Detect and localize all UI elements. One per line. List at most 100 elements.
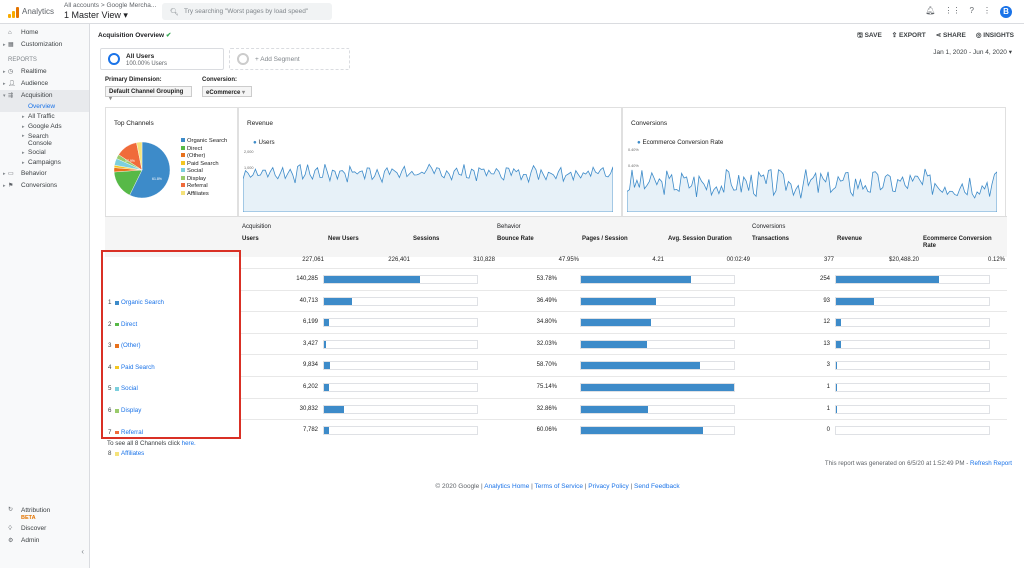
channel-link[interactable]: Affiliates	[121, 450, 145, 458]
table-row: 9,834 58.70% 3	[240, 354, 1007, 376]
bounce-rate-bar	[580, 296, 735, 306]
legend-item: Display	[181, 175, 227, 184]
total-cell: 4.21	[652, 257, 664, 263]
conversion-rate-line-chart[interactable]	[627, 152, 997, 212]
column-header[interactable]: Transactions	[752, 236, 790, 242]
account-avatar[interactable]: B	[1000, 6, 1012, 18]
row-index: 7	[108, 428, 112, 436]
channel-color-swatch	[115, 387, 119, 391]
add-segment-button[interactable]: + Add Segment	[229, 48, 350, 70]
save-button[interactable]: 🖫︎ SAVE	[857, 32, 882, 39]
segment-all-users[interactable]: All Users 100.00% Users	[100, 48, 224, 70]
primary-dimension-select[interactable]: Default Channel Grouping ▾	[105, 86, 192, 102]
sidebar-item-conversions[interactable]: ▸ ⚑ Conversions	[0, 180, 89, 192]
sidebar-item-discover[interactable]: 💡︎ Discover	[0, 523, 90, 535]
collapse-sidebar-icon[interactable]: ‹	[81, 547, 84, 556]
column-header[interactable]: Revenue	[837, 236, 863, 242]
pie-label: 61.8%	[152, 177, 162, 181]
attribution-icon: ↻	[8, 507, 14, 513]
chevron-right-icon: ▸	[3, 69, 6, 75]
channel-color-swatch	[115, 301, 119, 305]
share-button[interactable]: ⋖ SHARE	[935, 32, 966, 39]
sidebar-item-behavior[interactable]: ▸ ▭ Behavior	[0, 168, 89, 180]
sidebar-item-all-traffic[interactable]: ▸ All Traffic	[22, 113, 55, 120]
feedback-link[interactable]: Send Feedback	[634, 483, 680, 490]
segment-circle-icon	[237, 53, 249, 65]
bounce-rate-bar	[580, 339, 735, 349]
sidebar-item-admin[interactable]: ⚙ Admin	[0, 535, 90, 547]
bounce-rate-bar	[580, 383, 735, 392]
table-row: 30,832 32.86% 1	[240, 397, 1007, 420]
conversion-select[interactable]: eCommerce ▾	[202, 86, 252, 97]
transactions-cell: 93	[823, 297, 830, 304]
users-bar	[323, 275, 478, 284]
see-all-link[interactable]: here.	[181, 440, 196, 447]
sidebar-item-search-console[interactable]: ▸ Search Console	[22, 133, 52, 147]
row-index: 6	[108, 407, 112, 414]
channel-link[interactable]: Organic Search	[121, 299, 164, 306]
column-header[interactable]: Sessions	[413, 236, 440, 242]
date-range-selector[interactable]: Jan 1, 2020 - Jun 4, 2020 ▾	[933, 49, 1012, 56]
chevron-right-icon: ▸	[3, 171, 6, 177]
view-selector[interactable]: 1 Master View ▾	[64, 10, 128, 20]
chevron-right-icon: ▸	[3, 42, 6, 48]
column-header[interactable]: Pages / Session	[582, 236, 628, 242]
users-bar	[323, 361, 478, 371]
transactions-bar	[835, 404, 990, 414]
account-breadcrumb[interactable]: All accounts > Google Mercha...	[64, 2, 157, 9]
users-bar	[323, 318, 478, 328]
sidebar-item-customization[interactable]: ▸ ▦ Customization	[0, 39, 89, 51]
sidebar-item-home[interactable]: ⌂ Home	[0, 27, 89, 39]
transactions-bar	[835, 383, 990, 392]
channel-link[interactable]: Social	[121, 385, 138, 393]
export-button[interactable]: ⇪ EXPORT	[891, 32, 926, 39]
analytics-home-link[interactable]: Analytics Home	[484, 483, 530, 490]
revenue-panel: Revenue ● Users 2,000 1,000 February 202…	[238, 107, 622, 233]
bounce-rate-cell: 75.14%	[536, 384, 557, 390]
channels-pie-chart[interactable]: 61.8% 17.9%	[112, 140, 172, 200]
column-header[interactable]: Bounce Rate	[497, 236, 534, 242]
person-icon: 👤︎	[8, 81, 16, 87]
channel-color-swatch	[115, 322, 119, 327]
help-icon[interactable]: ?	[969, 6, 974, 15]
channel-color-swatch	[115, 409, 119, 413]
channel-link[interactable]: Direct	[121, 320, 138, 328]
channel-link[interactable]: (Other)	[121, 342, 141, 350]
terms-link[interactable]: Terms of Service	[534, 483, 583, 490]
apps-grid-icon[interactable]: ⋮⋮	[944, 6, 961, 15]
column-header[interactable]: New Users	[328, 236, 359, 242]
channel-link[interactable]: Paid Search	[121, 363, 155, 371]
privacy-link[interactable]: Privacy Policy	[588, 483, 629, 490]
users-line-chart[interactable]	[243, 152, 613, 212]
sidebar-item-realtime[interactable]: ▸ ◷ Realtime	[0, 66, 89, 78]
bounce-rate-cell: 32.86%	[536, 405, 557, 412]
sidebar-item-google-ads[interactable]: ▸ Google Ads	[22, 123, 62, 130]
legend-item: (Other)	[181, 153, 227, 161]
search-input[interactable]: 🔍︎ Try searching "Worst pages by load spe…	[162, 3, 332, 20]
notifications-icon[interactable]: 🔔︎	[925, 6, 936, 15]
channel-color-swatch	[115, 430, 119, 435]
group-acquisition: Acquisition	[242, 224, 272, 230]
more-vert-icon[interactable]: ⋮	[983, 6, 991, 15]
total-cell: 0.12%	[987, 257, 1005, 263]
users-cell: 30,832	[299, 405, 318, 412]
channel-link[interactable]: Display	[121, 407, 142, 414]
refresh-report-link[interactable]: Refresh Report	[970, 460, 1012, 467]
sidebar-item-attribution[interactable]: ↻ Attribution	[8, 507, 51, 514]
search-placeholder: Try searching "Worst pages by load speed…	[184, 8, 309, 15]
column-header[interactable]: Users	[242, 236, 259, 242]
sidebar-item-acquisition[interactable]: ▾ ⇶ Acquisition	[0, 90, 89, 102]
sidebar-item-campaigns[interactable]: ▸ Campaigns	[22, 159, 61, 166]
column-header[interactable]: Ecommerce Conversion Rate	[923, 236, 992, 249]
sidebar-item-social[interactable]: ▸ Social	[22, 149, 46, 156]
analytics-logo-icon[interactable]	[8, 7, 19, 18]
group-behavior: Behavior	[497, 224, 521, 230]
sidebar-item-overview[interactable]: Overview	[0, 102, 89, 112]
channel-link[interactable]: Referral	[121, 428, 144, 436]
sidebar-item-audience[interactable]: ▸ 👤︎ Audience	[0, 78, 89, 90]
y-tick: 2,000	[244, 150, 254, 154]
legend-item: Social	[181, 168, 227, 176]
insights-button[interactable]: ◎ INSIGHTS	[975, 32, 1014, 39]
chevron-right-icon: ▸	[22, 160, 25, 166]
column-header[interactable]: Avg. Session Duration	[668, 236, 732, 242]
